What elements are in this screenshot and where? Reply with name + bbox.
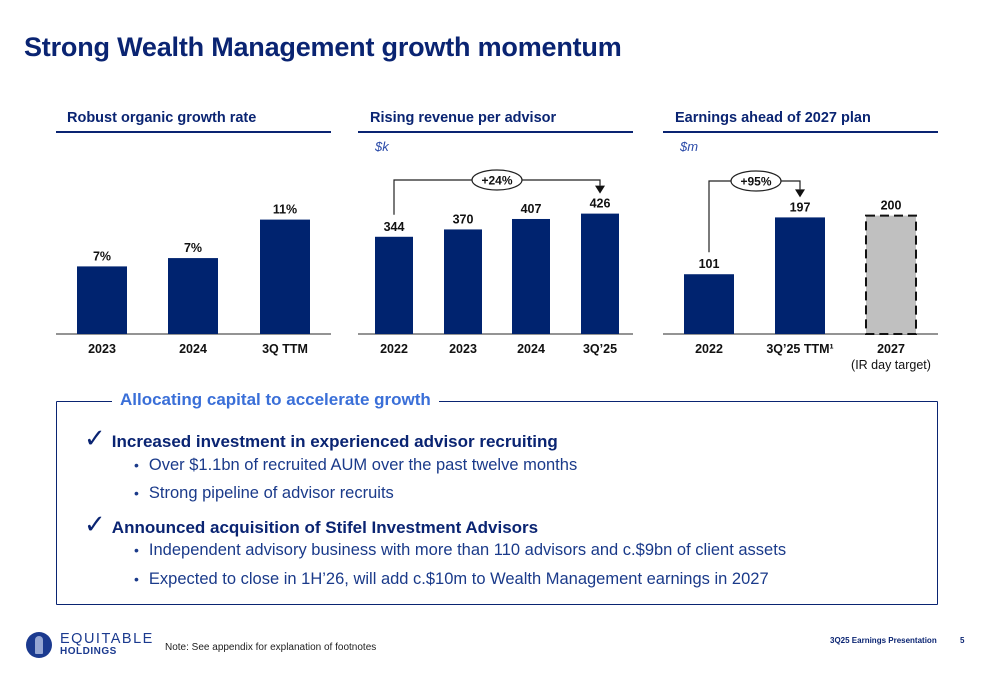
- chart3-data-label: 101: [699, 257, 720, 271]
- chart3-arrow-down-icon: [795, 189, 805, 198]
- bullet-icon: •: [134, 457, 139, 473]
- checkmark-icon: ✓: [84, 509, 106, 539]
- chart3-title: Earnings ahead of 2027 plan: [675, 110, 871, 126]
- bullet-text: Expected to close in 1H’26, will add c.$…: [148, 570, 769, 588]
- logo-subname: HOLDINGS: [60, 646, 117, 658]
- chart3-bar: [775, 217, 825, 334]
- chart3-category-label: 2027: [877, 342, 905, 356]
- chart2-category-label: 2023: [449, 342, 477, 356]
- chart2-bar: [512, 218, 550, 334]
- logo-name: EQUITABLE: [60, 631, 154, 648]
- box-item-1-heading: Increased investment in experienced advi…: [111, 432, 558, 451]
- chart2-growth-label: +24%: [481, 174, 512, 188]
- box-item-2: ✓ Announced acquisition of Stifel Invest…: [84, 511, 538, 538]
- page-number: 5: [960, 636, 965, 645]
- chart1-category-label: 2023: [88, 342, 116, 356]
- footnote: Note: See appendix for explanation of fo…: [165, 642, 377, 653]
- chart2-category-label: 3Q’25: [583, 342, 617, 356]
- chart2-title: Rising revenue per advisor: [370, 110, 557, 126]
- chart1-title: Robust organic growth rate: [67, 110, 257, 126]
- chart3-category-sublabel: (IR day target): [851, 358, 931, 372]
- chart2-unit-label: $k: [375, 139, 389, 154]
- box-item-2-heading: Announced acquisition of Stifel Investme…: [111, 518, 539, 537]
- chart1-category-label: 3Q TTM: [262, 342, 308, 356]
- chart3-unit-label: $m: [680, 139, 699, 154]
- box-item-1-bullet-1: • Over $1.1bn of recruited AUM over the …: [134, 456, 577, 475]
- chart3-growth-label: +95%: [740, 175, 771, 189]
- chart2-category-label: 2022: [380, 342, 408, 356]
- chart3-category-label: 2022: [695, 342, 723, 356]
- chart2-bar: [444, 229, 482, 334]
- chart2-data-label: 344: [384, 220, 405, 234]
- chart2-data-label: 426: [590, 197, 611, 211]
- chart1-title-rule: [56, 131, 331, 133]
- chart2-title-rule: [358, 131, 633, 133]
- chart3-data-label: 197: [790, 200, 811, 214]
- charts-canvas: 7% 2023 7% 2024 11% 3Q TTM 344 2022 370 2023 407 20…: [56, 169, 938, 372]
- bullet-icon: •: [134, 485, 139, 501]
- box-item-2-bullet-2: • Expected to close in 1H’26, will add c…: [134, 570, 769, 589]
- chart3-title-rule: [663, 131, 938, 133]
- capital-allocation-box: [56, 401, 938, 605]
- checkmark-icon: ✓: [84, 423, 106, 453]
- chart2-bar: [375, 236, 413, 334]
- bullet-text: Over $1.1bn of recruited AUM over the pa…: [148, 456, 578, 474]
- chart3-category-label: 3Q’25 TTM¹: [766, 342, 833, 356]
- equitable-logo: EQUITABLE HOLDINGS: [26, 631, 154, 658]
- chart1-bar: [77, 266, 127, 334]
- chart1-data-label: 7%: [184, 241, 202, 255]
- chart3-bar-target: [865, 214, 917, 336]
- chart2-data-label: 370: [453, 212, 474, 226]
- box-item-1-bullet-2: • Strong pipeline of advisor recruits: [134, 484, 394, 503]
- chart3-bar: [684, 274, 734, 334]
- chart2-arrow-down-icon: [595, 185, 605, 194]
- chart2-growth-badge: [471, 169, 523, 191]
- chart1-data-label: 7%: [93, 249, 111, 263]
- logo-emblem-icon: [26, 632, 52, 658]
- box-item-1: ✓ Increased investment in experienced ad…: [84, 425, 558, 452]
- chart2-data-label: 407: [521, 202, 542, 216]
- bullet-icon: •: [134, 571, 139, 587]
- chart1-bar: [168, 258, 218, 334]
- chart1-data-label: 11%: [273, 203, 297, 217]
- bullet-text: Strong pipeline of advisor recruits: [148, 484, 394, 502]
- chart1-category-label: 2024: [179, 342, 207, 356]
- bullet-icon: •: [134, 542, 139, 558]
- bullet-text: Independent advisory business with more …: [148, 541, 787, 559]
- chart3-data-label: 200: [881, 199, 902, 213]
- chart1-bar: [260, 219, 310, 334]
- presentation-name: 3Q25 Earnings Presentation: [830, 636, 937, 645]
- page-title: Strong Wealth Management growth momentum: [24, 32, 622, 62]
- chart2-category-label: 2024: [517, 342, 545, 356]
- chart2-bar: [581, 213, 619, 334]
- chart3-growth-badge: [730, 170, 782, 192]
- box-item-2-bullet-1: • Independent advisory business with mor…: [134, 541, 786, 560]
- box-title: Allocating capital to accelerate growth: [112, 390, 439, 410]
